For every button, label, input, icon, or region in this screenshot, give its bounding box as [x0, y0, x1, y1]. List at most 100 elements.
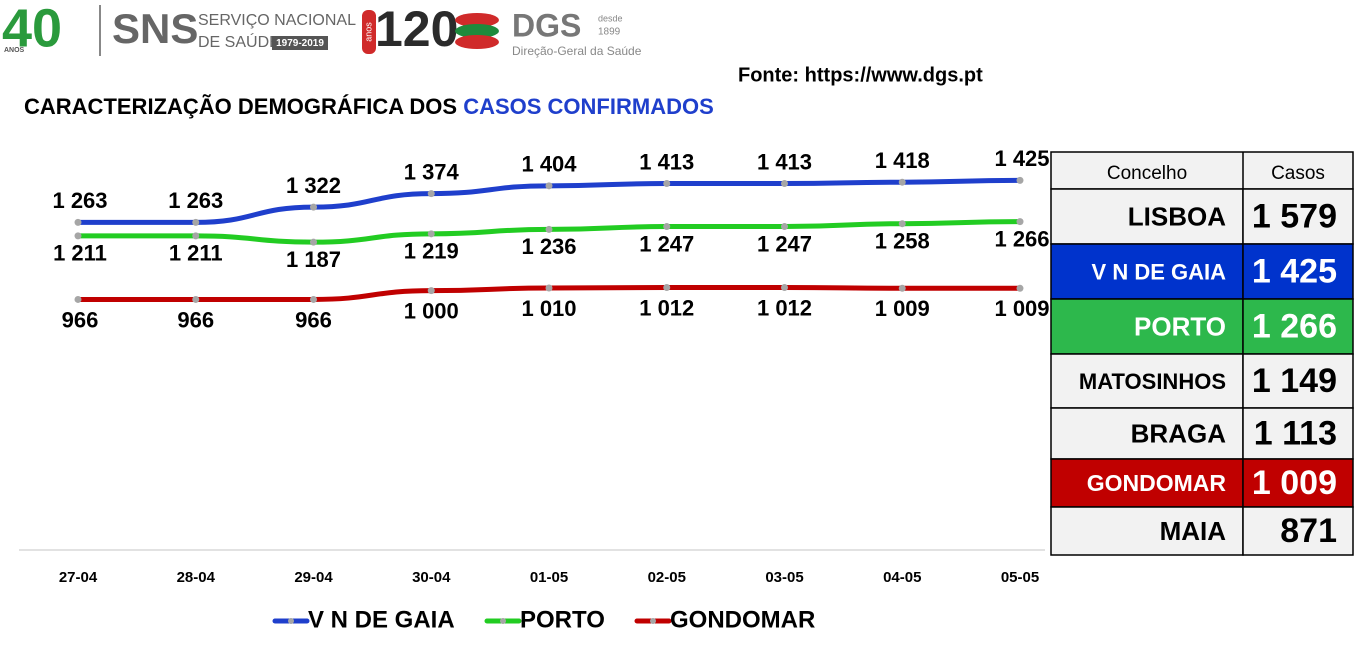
- data-point: [545, 284, 553, 292]
- table-cell: [1242, 407, 1354, 460]
- data-label: 1 374: [404, 159, 460, 184]
- data-label: 1 322: [286, 173, 341, 198]
- data-label: 1 247: [639, 231, 694, 256]
- data-label: 1 000: [404, 298, 459, 323]
- data-label: 1 425: [994, 146, 1049, 171]
- table-name: GONDOMAR: [1087, 470, 1227, 496]
- sns: SNS: [112, 5, 198, 52]
- series-line: [75, 177, 1023, 225]
- data-point: [663, 223, 671, 231]
- table-name: LISBOA: [1128, 201, 1226, 231]
- logo-40-sub: ANOS: [4, 47, 25, 54]
- table-cell: [1242, 506, 1354, 556]
- data-label: 1 266: [994, 226, 1049, 251]
- table-cases: 1 579: [1252, 197, 1337, 235]
- table-cell: [1050, 458, 1244, 508]
- data-label: 1 009: [875, 296, 930, 321]
- x-tick-label: 05-05: [1001, 569, 1039, 586]
- data-label: 1 418: [875, 148, 930, 173]
- logo-40: 40: [2, 0, 62, 58]
- table-cell: [1050, 243, 1244, 300]
- source: Fonte: https://www.dgs.pt: [738, 64, 983, 86]
- x-tick-label: 02-05: [648, 569, 686, 586]
- table-cell: [1050, 353, 1244, 409]
- table-name: MAIA: [1160, 516, 1227, 546]
- data-point: [74, 218, 82, 226]
- data-point: [898, 220, 906, 228]
- data-point: [545, 182, 553, 190]
- dgs-120-tab: [362, 10, 376, 54]
- title-part: CARACTERIZAÇÃO DEMOGRÁFICA DOS: [24, 94, 463, 119]
- dgs-year: 1899: [598, 27, 621, 38]
- table-cases: 1 425: [1252, 252, 1337, 290]
- data-label: 1 012: [639, 295, 694, 320]
- data-point: [310, 238, 317, 246]
- data-label: 1 211: [53, 241, 107, 266]
- table-cell: [1050, 188, 1244, 245]
- series-line: [75, 219, 1023, 245]
- dgs-anos: anos: [363, 22, 373, 42]
- sns-years-box: [272, 36, 328, 50]
- data-point: [310, 295, 317, 303]
- legend-marker: [500, 618, 506, 624]
- legend-label: V N DE GAIA: [308, 606, 455, 633]
- table-header: Concelho: [1107, 163, 1187, 184]
- data-label: 1 009: [994, 296, 1049, 321]
- data-point: [1016, 284, 1024, 292]
- dgs-icon: [455, 13, 499, 49]
- data-point: [427, 287, 435, 295]
- table-cases: 1 149: [1252, 362, 1337, 400]
- table-header: Casos: [1271, 163, 1325, 184]
- table-cell: [1050, 298, 1244, 355]
- data-label: 1 012: [757, 295, 812, 320]
- data-label: 966: [295, 307, 332, 332]
- x-tick-label: 28-04: [177, 569, 216, 586]
- sns-line1: SERVIÇO NACIONAL: [198, 12, 356, 29]
- data-label: 1 236: [521, 234, 576, 259]
- legend-marker: [288, 618, 294, 624]
- x-tick-label: 29-04: [294, 569, 333, 586]
- sns-line2: DE SAÚDE: [198, 32, 280, 51]
- data-point: [545, 225, 553, 233]
- x-tick-label: 04-05: [883, 569, 921, 586]
- dgs-since: desde: [598, 13, 623, 23]
- table-cell: [1242, 458, 1354, 508]
- table-cell: [1242, 298, 1354, 355]
- data-point: [427, 190, 435, 198]
- table-cases: 1 266: [1252, 307, 1337, 345]
- data-point: [781, 180, 788, 188]
- x-tick-label: 01-05: [530, 569, 568, 586]
- table-cell: [1242, 188, 1354, 245]
- data-point: [74, 232, 82, 240]
- table-name: PORTO: [1134, 311, 1226, 341]
- table-cell: [1050, 506, 1244, 556]
- data-label: 1 258: [875, 229, 930, 254]
- data-label: 1 413: [639, 149, 694, 174]
- table-cases: 1 113: [1254, 414, 1337, 452]
- data-label: 1 263: [168, 188, 223, 213]
- data-point: [192, 295, 200, 303]
- data-label: 1 187: [286, 247, 341, 272]
- data-point: [310, 203, 317, 211]
- data-point: [1016, 218, 1024, 226]
- sns-years: 1979-2019: [276, 38, 324, 49]
- title-highlight: CASOS CONFIRMADOS: [463, 94, 714, 119]
- data-label: 1 010: [521, 296, 576, 321]
- x-tick-label: 27-04: [59, 569, 98, 586]
- data-label: 966: [62, 307, 99, 332]
- data-label: 1 413: [757, 149, 812, 174]
- x-tick-label: 03-05: [765, 569, 803, 586]
- legend-label: GONDOMAR: [670, 606, 815, 633]
- data-point: [663, 180, 671, 188]
- table-cell: [1242, 243, 1354, 300]
- data-point: [192, 232, 200, 240]
- data-label: 1 219: [404, 239, 459, 264]
- data-point: [898, 178, 906, 186]
- dgs-name: Direção-Geral da Saúde: [512, 44, 642, 58]
- table-name: BRAGA: [1131, 418, 1227, 448]
- data-point: [663, 284, 671, 292]
- title: CARACTERIZAÇÃO DEMOGRÁFICA DOS CASOS CON…: [24, 94, 714, 119]
- data-label: 1 247: [757, 231, 812, 256]
- data-point: [74, 295, 82, 303]
